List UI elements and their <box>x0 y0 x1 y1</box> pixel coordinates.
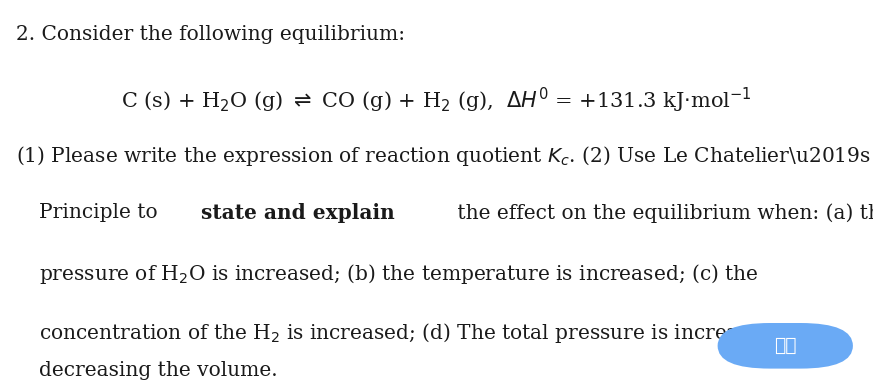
Text: C (s) + H$_2$O (g) $\rightleftharpoons$ CO (g) + H$_2$ (g),  $\Delta H^0$ = +131: C (s) + H$_2$O (g) $\rightleftharpoons$ … <box>121 86 752 115</box>
Text: state and explain: state and explain <box>201 203 395 223</box>
Text: 作答: 作答 <box>774 336 796 355</box>
Text: concentration of the H$_2$ is increased; (d) The total pressure is increased by: concentration of the H$_2$ is increased;… <box>39 321 806 345</box>
Text: Principle to: Principle to <box>39 203 164 222</box>
Text: 2. Consider the following equilibrium:: 2. Consider the following equilibrium: <box>16 25 405 44</box>
FancyBboxPatch shape <box>718 323 853 369</box>
Text: decreasing the volume.: decreasing the volume. <box>39 361 278 380</box>
Text: the effect on the equilibrium when: (a) the: the effect on the equilibrium when: (a) … <box>450 203 873 223</box>
Text: pressure of H$_2$O is increased; (b) the temperature is increased; (c) the: pressure of H$_2$O is increased; (b) the… <box>39 262 759 286</box>
Text: (1) Please write the expression of reaction quotient $K_c$. (2) Use Le Chatelier: (1) Please write the expression of react… <box>16 144 870 168</box>
